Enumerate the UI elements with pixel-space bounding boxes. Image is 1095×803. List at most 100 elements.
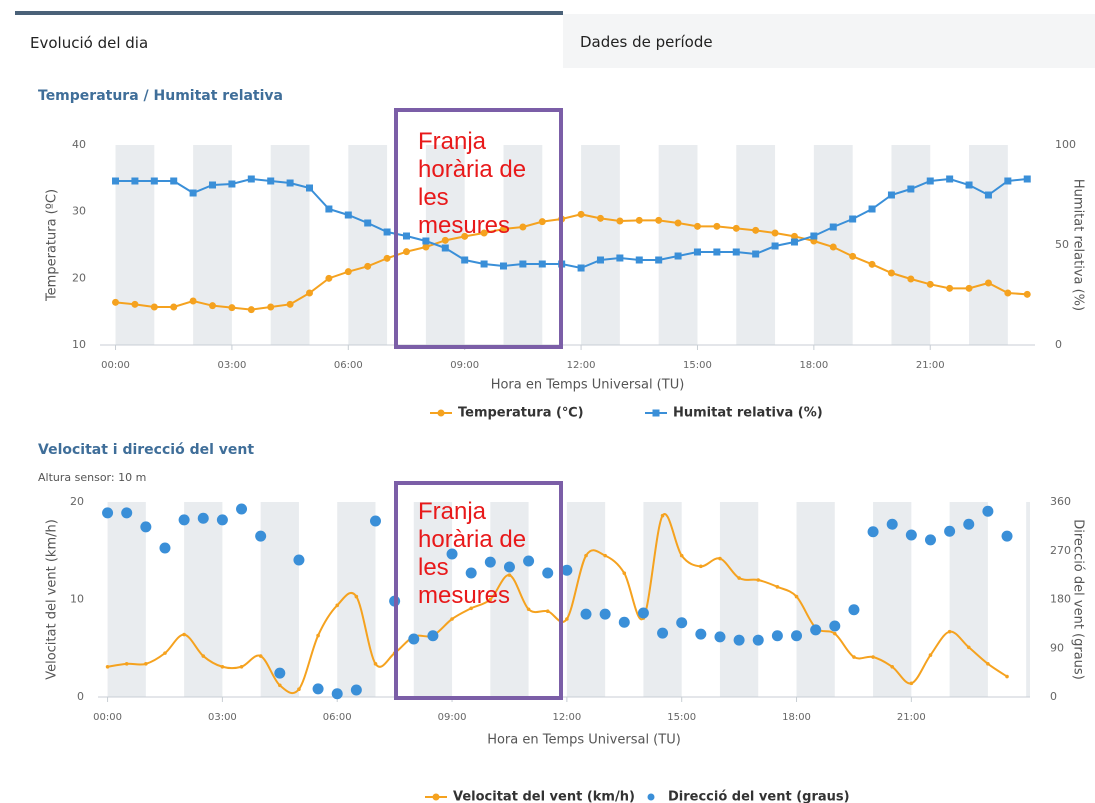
- data-point: [771, 630, 783, 642]
- y2-axis-title: Humitat relativa (%): [1071, 179, 1086, 311]
- data-point: [928, 653, 933, 657]
- data-point: [829, 620, 841, 632]
- data-point: [771, 229, 779, 237]
- data-point: [545, 609, 550, 613]
- data-point: [402, 248, 410, 256]
- data-point: [112, 298, 120, 306]
- data-point: [771, 242, 779, 250]
- data-point: [852, 655, 856, 659]
- x-tick-label: 03:00: [217, 360, 246, 371]
- data-point: [150, 177, 158, 185]
- y2-tick-label: 0: [1050, 690, 1057, 703]
- y2-tick-label: 50: [1055, 238, 1069, 251]
- data-point: [354, 594, 359, 599]
- data-point: [144, 662, 148, 666]
- highlight-frame: [394, 481, 563, 700]
- data-point: [519, 260, 527, 268]
- x-axis-title: Hora en Temps Universal (TU): [487, 733, 681, 748]
- data-point: [441, 236, 449, 244]
- x-tick-label: 18:00: [782, 712, 811, 723]
- data-point: [580, 608, 592, 620]
- annotation: Franja horària de les mesures: [418, 498, 527, 609]
- x-tick-label: 03:00: [208, 712, 237, 723]
- series-line: [115, 213, 1028, 311]
- data-point: [637, 607, 649, 619]
- data-point: [965, 284, 973, 292]
- data-point: [383, 254, 391, 262]
- data-point: [679, 553, 684, 558]
- data-point: [178, 514, 190, 526]
- data-point: [695, 628, 707, 640]
- data-point: [718, 556, 722, 561]
- x-tick-label: 12:00: [567, 360, 596, 371]
- y-tick-label: 30: [72, 205, 86, 218]
- data-point: [422, 237, 430, 245]
- data-point: [325, 274, 333, 282]
- data-point: [209, 302, 217, 310]
- data-point: [350, 684, 362, 696]
- legend-label: Temperatura (℃): [458, 406, 584, 421]
- data-point: [286, 300, 294, 308]
- data-point: [163, 651, 167, 655]
- band: [891, 145, 931, 345]
- data-point: [713, 222, 721, 230]
- chart-subtitle: Altura sensor: 10 m: [38, 471, 146, 484]
- data-point: [369, 515, 381, 527]
- band: [873, 502, 912, 697]
- data-point: [228, 304, 236, 312]
- data-point: [131, 300, 139, 308]
- data-point: [603, 553, 607, 558]
- data-point: [599, 608, 611, 620]
- data-point: [984, 191, 992, 199]
- data-point: [484, 556, 496, 568]
- x-tick-label: 18:00: [799, 360, 828, 371]
- data-point: [189, 297, 197, 305]
- data-point: [986, 662, 990, 666]
- chart-title: Temperatura / Humitat relativa: [38, 88, 283, 104]
- band: [413, 502, 453, 697]
- y-tick-label: 0: [77, 690, 84, 703]
- legend-marker: [647, 793, 655, 801]
- data-point: [674, 252, 682, 260]
- tab-active[interactable]: Evolució del dia: [15, 11, 563, 65]
- tab[interactable]: Dades de període: [563, 14, 1095, 68]
- data-point: [331, 688, 343, 700]
- data-point: [325, 205, 333, 213]
- data-point: [112, 177, 120, 185]
- data-point: [102, 507, 114, 519]
- data-point: [622, 571, 627, 575]
- data-point: [810, 624, 822, 636]
- data-point: [274, 667, 286, 679]
- data-point: [519, 223, 527, 231]
- data-point: [890, 664, 895, 669]
- data-point: [312, 683, 324, 695]
- band: [348, 145, 388, 345]
- data-point: [982, 505, 994, 517]
- data-point: [733, 634, 745, 646]
- data-point: [446, 548, 458, 560]
- data-point: [228, 180, 236, 188]
- data-point: [752, 250, 760, 258]
- data-point: [538, 260, 546, 268]
- data-point: [480, 229, 488, 237]
- data-point: [441, 244, 449, 252]
- data-point: [596, 214, 604, 222]
- legend-marker: [432, 793, 440, 801]
- legend-label: Velocitat del vent (km/h): [453, 790, 635, 803]
- y2-tick-label: 270: [1050, 544, 1071, 557]
- x-tick-label: 15:00: [667, 712, 696, 723]
- data-point: [848, 604, 860, 616]
- data-point: [946, 284, 954, 292]
- band: [949, 502, 988, 697]
- data-point: [699, 564, 703, 569]
- data-point: [868, 260, 876, 268]
- legend-marker: [437, 409, 445, 417]
- data-point: [794, 594, 799, 599]
- data-point: [209, 181, 217, 189]
- data-point: [775, 585, 780, 589]
- band: [270, 145, 310, 345]
- data-point: [616, 217, 624, 225]
- data-point: [752, 226, 760, 234]
- data-point: [216, 514, 228, 526]
- data-point: [427, 630, 439, 642]
